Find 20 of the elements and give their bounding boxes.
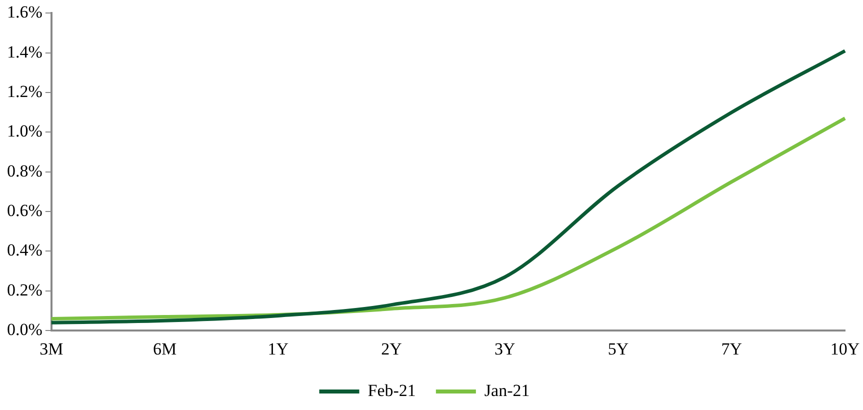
x-tick-label: 5Y <box>608 339 629 358</box>
y-tick-label: 1.2% <box>6 82 42 102</box>
y-tick-label: 0.6% <box>6 201 42 220</box>
y-tick-label: 1.4% <box>6 42 42 62</box>
y-tick-label: 0.0% <box>6 320 42 340</box>
x-tick-label: 6M <box>152 339 177 358</box>
line-series <box>50 49 847 324</box>
y-tick-label: 0.4% <box>6 240 42 260</box>
y-tick-label: 1.0% <box>6 122 42 141</box>
y-tick-label: 1.6% <box>6 2 42 22</box>
x-tick-label: 3Y <box>494 339 516 358</box>
x-tick-label: 7Y <box>721 339 742 358</box>
x-tick-label: 2Y <box>381 339 402 358</box>
x-tick-label: 3M <box>40 339 64 358</box>
y-tick-label: 0.2% <box>6 280 42 300</box>
y-tick-label: 0.8% <box>6 161 42 180</box>
x-tick-label: 10Y <box>830 339 860 358</box>
legend-label: Jan-21 <box>484 380 530 400</box>
legend-label: Feb-21 <box>368 380 416 400</box>
x-tick-label: 1Y <box>268 339 289 358</box>
